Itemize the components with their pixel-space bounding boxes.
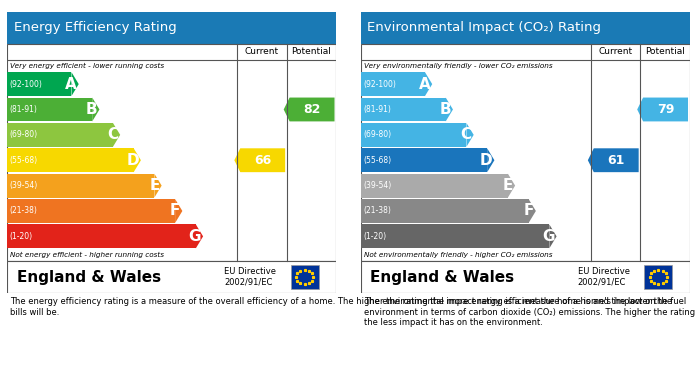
Text: Energy Efficiency Rating: Energy Efficiency Rating [13, 22, 176, 34]
Text: Current: Current [245, 47, 279, 56]
Text: The environmental impact rating is a measure of a home's impact on the environme: The environmental impact rating is a mea… [364, 298, 695, 327]
Text: (1-20): (1-20) [363, 232, 386, 241]
Polygon shape [637, 97, 688, 121]
Text: EU Directive
2002/91/EC: EU Directive 2002/91/EC [578, 267, 629, 287]
Polygon shape [155, 174, 162, 197]
Polygon shape [487, 148, 494, 172]
Bar [7, 97, 92, 121]
Text: B: B [440, 102, 451, 117]
Text: 61: 61 [608, 154, 625, 167]
Polygon shape [175, 199, 183, 223]
Bar [7, 174, 155, 197]
Text: E: E [149, 178, 160, 193]
Bar [360, 261, 690, 293]
Polygon shape [550, 224, 556, 248]
Text: D: D [480, 153, 492, 168]
Text: (21-38): (21-38) [10, 206, 38, 215]
Text: C: C [461, 127, 472, 142]
Bar [360, 44, 690, 261]
Polygon shape [446, 97, 453, 121]
Bar [360, 174, 508, 197]
Text: G: G [542, 229, 554, 244]
Bar [360, 148, 487, 172]
Text: B: B [86, 102, 97, 117]
Polygon shape [425, 72, 432, 96]
Text: Not energy efficient - higher running costs: Not energy efficient - higher running co… [10, 252, 164, 258]
Polygon shape [528, 199, 536, 223]
Polygon shape [113, 123, 120, 147]
Text: Potential: Potential [291, 47, 331, 56]
Polygon shape [71, 72, 78, 96]
Text: Potential: Potential [645, 47, 685, 56]
Text: (55-68): (55-68) [363, 156, 391, 165]
Bar [7, 123, 113, 147]
Text: Current: Current [598, 47, 633, 56]
Text: 82: 82 [303, 103, 321, 116]
Text: (92-100): (92-100) [363, 80, 396, 89]
Text: (39-54): (39-54) [10, 181, 38, 190]
Text: (69-80): (69-80) [363, 130, 391, 139]
Text: (81-91): (81-91) [363, 105, 391, 114]
Polygon shape [588, 148, 638, 172]
Polygon shape [134, 148, 141, 172]
Text: Very environmentally friendly - lower CO₂ emissions: Very environmentally friendly - lower CO… [364, 63, 552, 68]
Bar [360, 224, 550, 248]
Bar [360, 97, 446, 121]
Text: E: E [503, 178, 513, 193]
Text: Environmental Impact (CO₂) Rating: Environmental Impact (CO₂) Rating [367, 22, 601, 34]
Text: C: C [107, 127, 118, 142]
Bar [7, 44, 336, 261]
Text: F: F [170, 203, 181, 219]
Bar [360, 12, 690, 44]
Text: England & Wales: England & Wales [17, 269, 161, 285]
Bar [7, 72, 71, 96]
Text: (39-54): (39-54) [363, 181, 391, 190]
Text: (92-100): (92-100) [10, 80, 43, 89]
Text: England & Wales: England & Wales [370, 269, 514, 285]
Text: 66: 66 [254, 154, 272, 167]
Text: (21-38): (21-38) [363, 206, 391, 215]
Polygon shape [466, 123, 474, 147]
Text: D: D [126, 153, 139, 168]
Text: 79: 79 [657, 103, 674, 116]
Text: The energy efficiency rating is a measure of the overall efficiency of a home. T: The energy efficiency rating is a measur… [10, 298, 687, 317]
Text: (1-20): (1-20) [10, 232, 33, 241]
Text: A: A [65, 77, 77, 91]
Text: Very energy efficient - lower running costs: Very energy efficient - lower running co… [10, 63, 164, 68]
Polygon shape [234, 148, 285, 172]
Text: EU Directive
2002/91/EC: EU Directive 2002/91/EC [224, 267, 276, 287]
Text: A: A [419, 77, 430, 91]
Text: Not environmentally friendly - higher CO₂ emissions: Not environmentally friendly - higher CO… [364, 252, 552, 258]
Text: F: F [524, 203, 534, 219]
Polygon shape [284, 97, 335, 121]
Bar [7, 224, 196, 248]
Polygon shape [92, 97, 99, 121]
Polygon shape [196, 224, 203, 248]
Text: (55-68): (55-68) [10, 156, 38, 165]
Bar [7, 199, 175, 223]
Text: G: G [188, 229, 201, 244]
Bar [644, 265, 672, 289]
Bar [7, 12, 336, 44]
Bar [360, 123, 466, 147]
Polygon shape [508, 174, 515, 197]
Text: (69-80): (69-80) [10, 130, 38, 139]
Bar [360, 199, 528, 223]
Text: (81-91): (81-91) [10, 105, 38, 114]
Bar [290, 265, 318, 289]
Bar [360, 72, 425, 96]
Bar [7, 261, 336, 293]
Bar [7, 148, 134, 172]
